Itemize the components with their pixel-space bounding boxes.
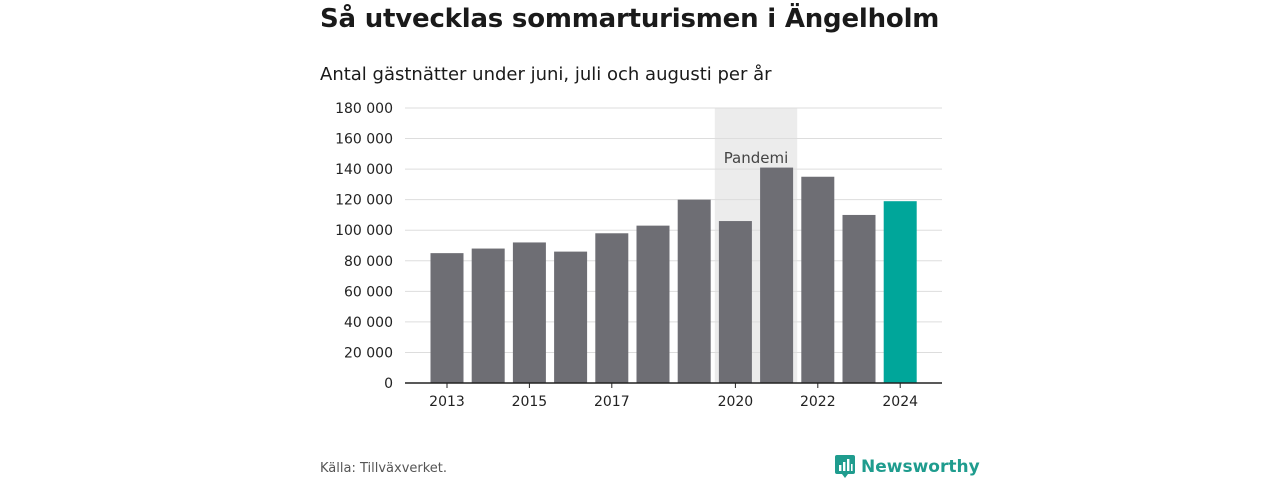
y-tick-label: 100 000 xyxy=(335,223,393,239)
bar-2013 xyxy=(430,253,464,383)
y-tick-label: 60 000 xyxy=(344,284,393,300)
bar-2023 xyxy=(842,214,876,383)
y-tick-label: 140 000 xyxy=(335,162,393,178)
brand-logo: Newsworthy xyxy=(835,455,980,479)
y-tick-label: 160 000 xyxy=(335,132,393,148)
x-tick-label: 2022 xyxy=(800,394,836,410)
bar-2022 xyxy=(801,176,835,383)
bar-2019 xyxy=(677,199,711,383)
y-tick-label: 40 000 xyxy=(344,315,393,331)
bar-2018 xyxy=(636,225,670,383)
y-tick-label: 180 000 xyxy=(335,101,393,117)
bar-2024 xyxy=(883,201,917,383)
chart-subtitle: Antal gästnätter under juni, juli och au… xyxy=(320,64,772,85)
x-tick-label: 2024 xyxy=(882,394,918,410)
y-tick-label: 120 000 xyxy=(335,193,393,209)
bar-chart-speech-bubble-icon xyxy=(835,455,855,478)
bar-2016 xyxy=(554,251,588,383)
x-tick-label: 2017 xyxy=(594,394,630,410)
bar-2014 xyxy=(471,248,505,383)
brand-name: Newsworthy xyxy=(861,457,980,477)
x-tick-label: 2013 xyxy=(429,394,465,410)
bar-2020 xyxy=(718,221,752,383)
bar-2021 xyxy=(760,167,794,383)
y-tick-label: 80 000 xyxy=(344,254,393,270)
x-tick-label: 2020 xyxy=(718,394,754,410)
pandemic-label: Pandemi xyxy=(724,149,789,167)
chart-title: Så utvecklas sommarturismen i Ängelholm xyxy=(320,4,940,34)
bar-2017 xyxy=(595,233,629,383)
source-note: Källa: Tillväxverket. xyxy=(320,461,448,476)
x-tick-label: 2015 xyxy=(512,394,548,410)
bar-2015 xyxy=(512,242,546,383)
y-tick-label: 0 xyxy=(384,376,393,392)
y-tick-label: 20 000 xyxy=(344,345,393,361)
